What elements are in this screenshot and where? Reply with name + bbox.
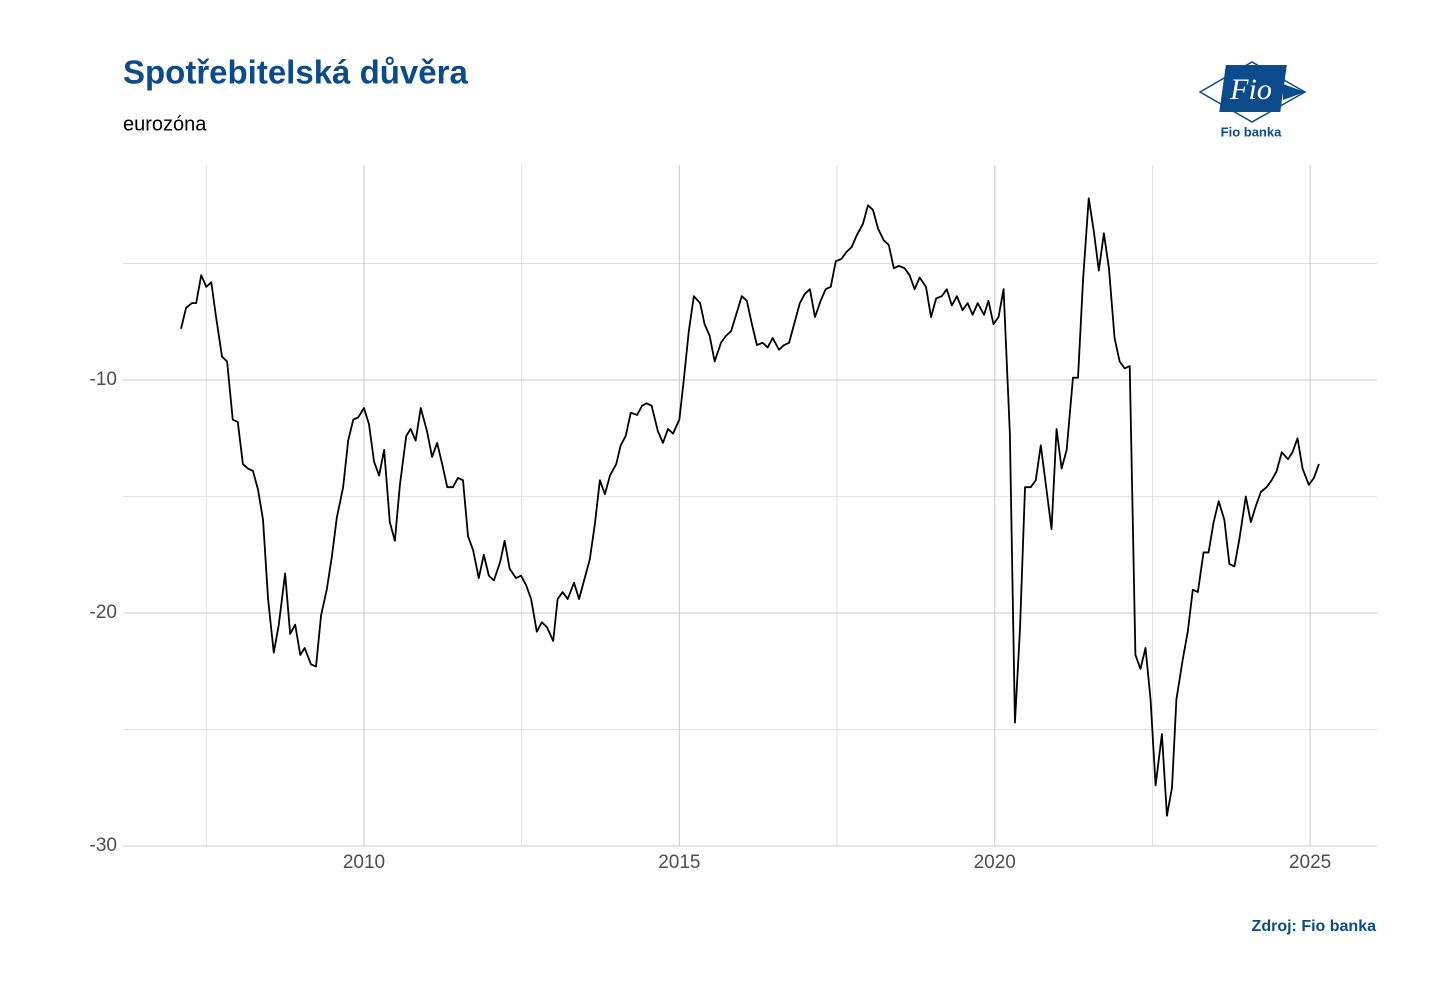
x-tick-label: 2020 bbox=[974, 852, 1016, 873]
x-tick-label: 2025 bbox=[1289, 852, 1331, 873]
chart-title: Spotřebitelská důvěra bbox=[123, 54, 468, 91]
data-line bbox=[180, 197, 1320, 817]
chart-subtitle: eurozóna bbox=[123, 113, 207, 135]
logo-name: Fio banka bbox=[1221, 124, 1282, 139]
x-tick-label: 2015 bbox=[658, 852, 700, 873]
logo-mark: Fio bbox=[1229, 73, 1272, 106]
logo: Fio Fio banka bbox=[1198, 61, 1307, 139]
y-tick-label: -20 bbox=[90, 602, 117, 623]
logo-block bbox=[1219, 65, 1287, 112]
source: Zdroj: Fio banka bbox=[1252, 918, 1377, 935]
y-tick-label: -30 bbox=[90, 835, 117, 856]
y-tick-label: -10 bbox=[90, 369, 117, 390]
x-tick-label: 2010 bbox=[343, 852, 385, 873]
logo-tip bbox=[1283, 84, 1305, 100]
